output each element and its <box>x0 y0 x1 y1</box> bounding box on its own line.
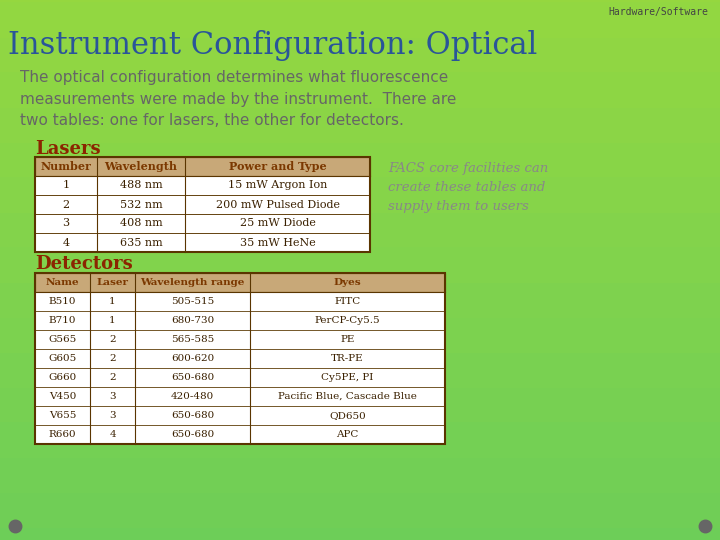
Text: 3: 3 <box>63 219 70 228</box>
Text: 600-620: 600-620 <box>171 354 214 363</box>
Text: 680-730: 680-730 <box>171 316 214 325</box>
Text: Number: Number <box>40 161 91 172</box>
Text: FITC: FITC <box>334 297 361 306</box>
Text: 1: 1 <box>109 316 116 325</box>
Bar <box>35 330 445 349</box>
Bar <box>35 233 370 252</box>
Text: QD650: QD650 <box>329 411 366 420</box>
Text: V450: V450 <box>49 392 76 401</box>
Text: Pacific Blue, Cascade Blue: Pacific Blue, Cascade Blue <box>278 392 417 401</box>
Text: 25 mW Diode: 25 mW Diode <box>240 219 315 228</box>
Bar <box>35 292 445 311</box>
Text: Wavelength: Wavelength <box>104 161 178 172</box>
Bar <box>35 349 445 368</box>
Text: 488 nm: 488 nm <box>120 180 163 191</box>
Bar <box>35 406 445 425</box>
Text: 3: 3 <box>109 411 116 420</box>
Text: B510: B510 <box>49 297 76 306</box>
Text: The optical configuration determines what fluorescence
measurements were made by: The optical configuration determines wha… <box>20 70 456 128</box>
Text: 2: 2 <box>63 199 70 210</box>
Text: TR-PE: TR-PE <box>331 354 364 363</box>
Text: Wavelength range: Wavelength range <box>140 278 245 287</box>
Text: Dyes: Dyes <box>333 278 361 287</box>
Text: G565: G565 <box>48 335 76 344</box>
Text: PerCP-Cy5.5: PerCP-Cy5.5 <box>315 316 380 325</box>
Text: 565-585: 565-585 <box>171 335 214 344</box>
Text: PE: PE <box>341 335 355 344</box>
Text: 408 nm: 408 nm <box>120 219 163 228</box>
Text: 1: 1 <box>109 297 116 306</box>
Bar <box>35 157 370 252</box>
Text: Laser: Laser <box>96 278 128 287</box>
Text: Lasers: Lasers <box>35 140 101 158</box>
Text: APC: APC <box>336 430 359 439</box>
Text: 1: 1 <box>63 180 70 191</box>
Text: 4: 4 <box>109 430 116 439</box>
Bar <box>35 214 370 233</box>
Text: Detectors: Detectors <box>35 255 132 273</box>
Text: Hardware/Software: Hardware/Software <box>608 7 708 17</box>
Text: 200 mW Pulsed Diode: 200 mW Pulsed Diode <box>215 199 340 210</box>
Bar <box>35 273 445 292</box>
Bar <box>35 368 445 387</box>
Text: 2: 2 <box>109 335 116 344</box>
Text: G605: G605 <box>48 354 76 363</box>
Text: Power and Type: Power and Type <box>229 161 326 172</box>
Bar <box>35 311 445 330</box>
Bar <box>35 273 445 444</box>
Bar <box>35 157 370 176</box>
Text: 3: 3 <box>109 392 116 401</box>
Text: 4: 4 <box>63 238 70 247</box>
Bar <box>35 425 445 444</box>
Text: Instrument Configuration: Optical: Instrument Configuration: Optical <box>8 30 537 61</box>
Text: 532 nm: 532 nm <box>120 199 163 210</box>
Text: Cy5PE, PI: Cy5PE, PI <box>321 373 374 382</box>
Bar <box>35 387 445 406</box>
Text: R660: R660 <box>49 430 76 439</box>
Text: 420-480: 420-480 <box>171 392 214 401</box>
Text: FACS core facilities can
create these tables and
supply them to users: FACS core facilities can create these ta… <box>388 162 548 213</box>
Text: 2: 2 <box>109 354 116 363</box>
Text: G660: G660 <box>48 373 76 382</box>
Text: 15 mW Argon Ion: 15 mW Argon Ion <box>228 180 327 191</box>
Text: 635 nm: 635 nm <box>120 238 163 247</box>
Bar <box>35 176 370 195</box>
Text: 650-680: 650-680 <box>171 430 214 439</box>
Text: 650-680: 650-680 <box>171 411 214 420</box>
Text: 650-680: 650-680 <box>171 373 214 382</box>
Text: 35 mW HeNe: 35 mW HeNe <box>240 238 315 247</box>
Text: B710: B710 <box>49 316 76 325</box>
Text: 505-515: 505-515 <box>171 297 214 306</box>
Text: Name: Name <box>45 278 79 287</box>
Text: V655: V655 <box>49 411 76 420</box>
Bar <box>35 195 370 214</box>
Text: 2: 2 <box>109 373 116 382</box>
